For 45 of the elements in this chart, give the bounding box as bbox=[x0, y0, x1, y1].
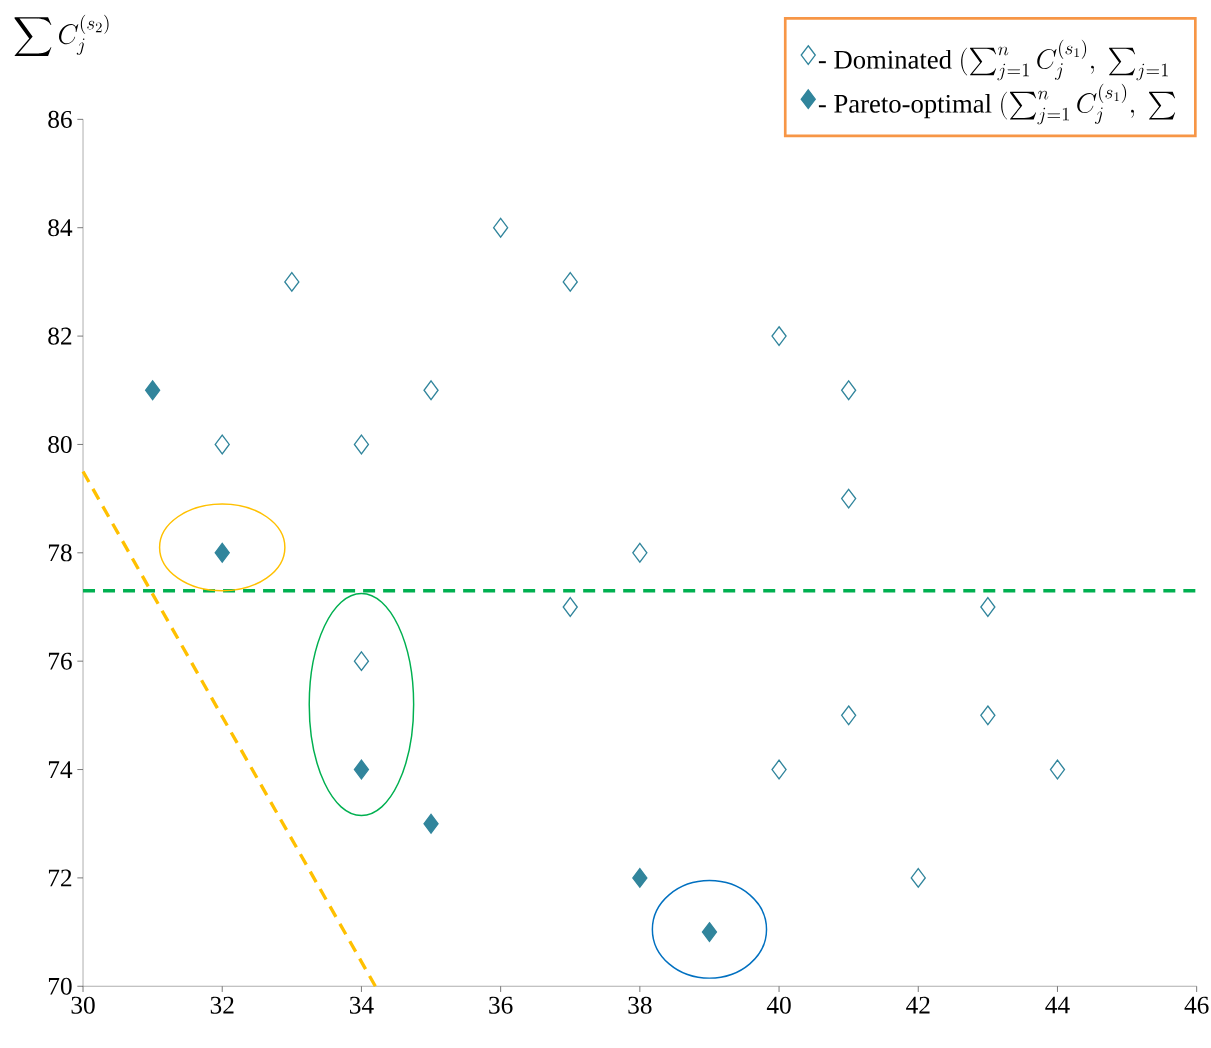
point bbox=[771, 325, 787, 346]
point bbox=[214, 434, 230, 455]
legend-label: $\text{- Pareto-optimal }(\textstyle\sum_{j=1}^{n} C_j^{(s_1)},\ \sum$ bbox=[818, 83, 1176, 125]
y-tick-label: 74 bbox=[48, 761, 73, 778]
point bbox=[910, 867, 926, 888]
y-tick-label: 70 bbox=[48, 977, 72, 995]
point bbox=[353, 759, 370, 780]
point bbox=[840, 380, 857, 401]
point bbox=[423, 813, 439, 834]
point bbox=[492, 217, 509, 238]
point bbox=[840, 488, 857, 509]
y-tick-label: 82 bbox=[48, 327, 72, 345]
x-tick-label: 34 bbox=[349, 996, 374, 1014]
x-tick-label: 42 bbox=[906, 996, 930, 1014]
y-tick-label: 84 bbox=[48, 219, 73, 237]
x-tick-label: 40 bbox=[766, 996, 791, 1014]
x-tick-label: 32 bbox=[210, 996, 234, 1014]
point bbox=[1049, 759, 1066, 780]
point bbox=[980, 705, 996, 726]
y-tick-label: 80 bbox=[48, 435, 72, 453]
point bbox=[771, 759, 787, 780]
y-tick-label: 76 bbox=[48, 652, 72, 670]
point bbox=[214, 542, 230, 563]
point bbox=[144, 380, 161, 401]
point bbox=[284, 271, 300, 292]
point bbox=[353, 434, 370, 455]
x-tick-label: 44 bbox=[1045, 996, 1070, 1014]
point bbox=[632, 867, 648, 888]
y-tick-label: 78 bbox=[48, 544, 72, 562]
point bbox=[353, 651, 370, 672]
point bbox=[701, 921, 718, 942]
x-tick-label: 46 bbox=[1184, 996, 1209, 1014]
x-tick-label: 30 bbox=[71, 996, 95, 1014]
y-tick-label: 72 bbox=[48, 869, 72, 887]
y-tick-label: 86 bbox=[48, 110, 72, 128]
point bbox=[840, 705, 857, 726]
point bbox=[980, 596, 996, 617]
x-tick-label: 38 bbox=[628, 996, 652, 1014]
point bbox=[423, 380, 439, 401]
point bbox=[632, 542, 648, 563]
point bbox=[562, 596, 578, 617]
point bbox=[562, 271, 578, 292]
y-axis-title: $\sum C_j^{(s_2)}$ bbox=[14, 14, 109, 56]
legend-label: $\text{- Dominated }(\textstyle\sum_{j=1}^{n} C_j^{(s_1)},\ \sum_{j=1}$ bbox=[818, 39, 1169, 81]
x-tick-label: 36 bbox=[489, 996, 513, 1014]
